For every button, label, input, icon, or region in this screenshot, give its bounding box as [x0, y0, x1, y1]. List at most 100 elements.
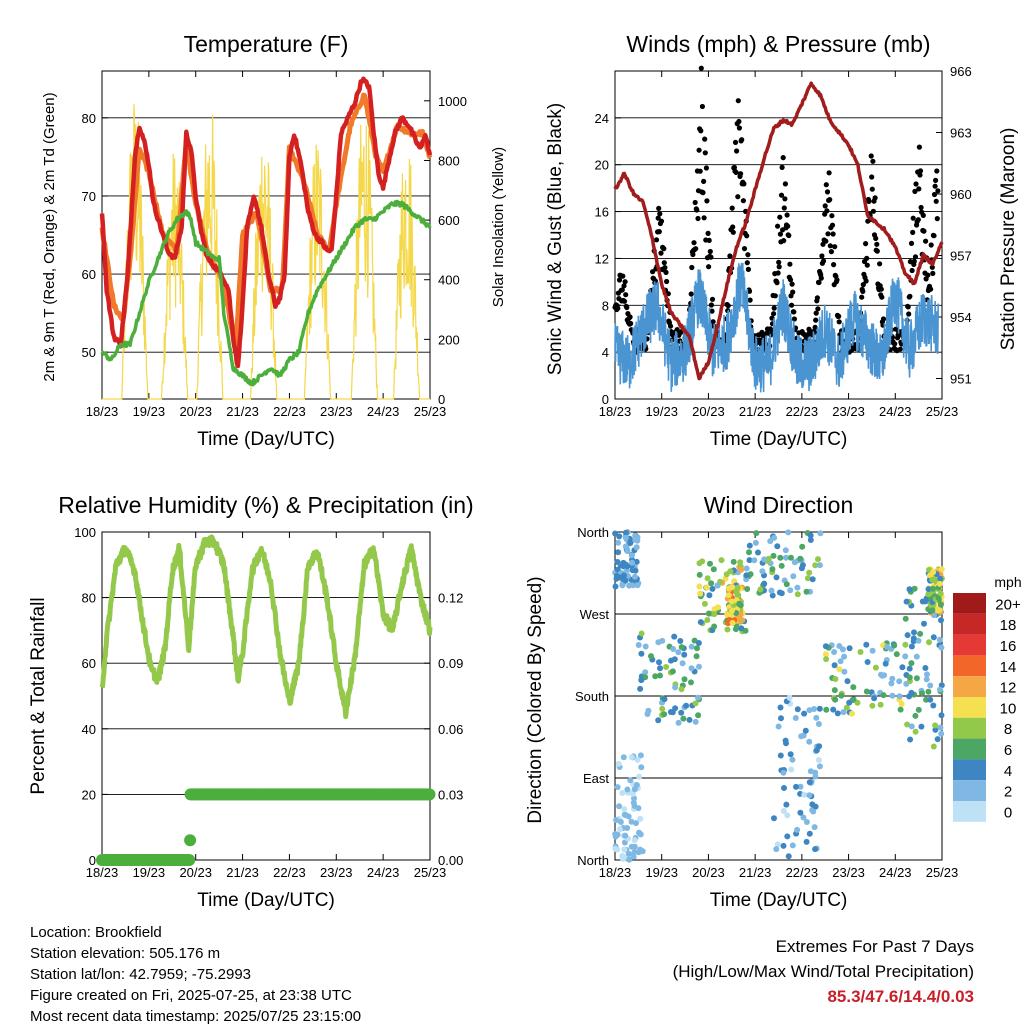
gust-dot — [880, 316, 887, 322]
direction-dot — [642, 669, 649, 676]
direction-dot — [631, 837, 638, 844]
gust-dot — [836, 319, 842, 325]
direction-dot — [657, 665, 663, 672]
gust-dot — [698, 128, 704, 134]
gust-dot — [923, 238, 929, 244]
direction-dot — [924, 671, 930, 678]
y2-tick-label: 0.09 — [438, 656, 463, 671]
y-tick-label: East — [583, 771, 609, 786]
gust-dot — [859, 294, 865, 300]
colorbar-label: 2 — [1004, 784, 1012, 801]
direction-dot — [927, 696, 934, 703]
direction-dot — [917, 630, 924, 637]
gust-dot — [661, 246, 667, 252]
gust-dot — [778, 192, 785, 198]
x-tick-label: 21/23 — [739, 404, 772, 419]
direction-dot — [938, 566, 945, 573]
direction-dot — [816, 562, 823, 569]
direction-dot — [695, 694, 701, 701]
direction-dot — [930, 634, 937, 641]
y2-tick-label: 1000 — [438, 94, 467, 109]
direction-dot — [869, 647, 876, 654]
x-tick-label: 25/23 — [414, 865, 447, 880]
gust-dot — [628, 320, 634, 327]
gust-dot — [699, 103, 706, 110]
direction-dot — [908, 660, 915, 667]
direction-dot — [794, 826, 801, 833]
direction-dot — [644, 711, 651, 717]
direction-dot — [746, 542, 753, 549]
direction-dot — [638, 677, 645, 684]
y-tick-label: North — [577, 525, 609, 540]
panel-2: 18/23 19/23 20/23 21/23 22/23 23/23 24/23 25/23… — [545, 31, 1019, 450]
direction-dot — [797, 783, 804, 790]
direction-dot — [896, 678, 903, 685]
direction-dot — [621, 806, 628, 813]
direction-dot — [927, 682, 934, 689]
direction-dot — [642, 643, 649, 650]
direction-dot — [936, 636, 943, 643]
gust-dot — [706, 264, 712, 270]
direction-dot — [638, 764, 645, 771]
direction-dot — [906, 665, 913, 672]
y2-tick-label: 966 — [950, 64, 972, 79]
direction-dot — [896, 693, 903, 700]
direction-dot — [774, 543, 781, 550]
y-tick-label: 4 — [602, 345, 609, 360]
direction-dot — [937, 724, 944, 731]
gust-dot — [674, 327, 680, 333]
direction-dot — [769, 592, 776, 599]
gust-dot — [912, 188, 918, 194]
colorbar-label: 6 — [1004, 742, 1012, 759]
direction-dot — [788, 766, 795, 773]
direction-dot — [906, 674, 913, 681]
y-tick-label: 60 — [82, 267, 96, 282]
direction-dot — [911, 629, 917, 636]
direction-dot — [761, 580, 768, 587]
gust-dot — [920, 212, 926, 218]
direction-dot — [622, 577, 629, 584]
direction-dot — [637, 685, 644, 692]
gust-dot — [934, 216, 940, 222]
direction-dot — [880, 692, 887, 699]
direction-dot — [879, 672, 886, 679]
gust-dot — [933, 177, 939, 183]
direction-dot — [786, 694, 793, 701]
gust-dot — [703, 165, 710, 171]
extremes-subtitle: (High/Low/Max Wind/Total Precipitation) — [672, 962, 974, 981]
gust-dot — [653, 237, 660, 243]
x-axis-label: Time (Day/UTC) — [197, 890, 335, 911]
gust-dot — [864, 262, 870, 268]
direction-dot — [626, 850, 632, 857]
gust-dot — [734, 148, 740, 154]
direction-dot — [794, 706, 801, 713]
direction-dot — [633, 544, 640, 551]
direction-dot — [872, 664, 879, 671]
direction-dot — [623, 529, 629, 536]
direction-dot — [877, 701, 884, 708]
gust-dot — [774, 280, 780, 286]
y2-axis-label: Station Pressure (Maroon) — [998, 128, 1019, 351]
direction-dot — [938, 617, 944, 624]
direction-dot — [843, 704, 850, 711]
gust-dot — [744, 260, 750, 266]
direction-dot — [815, 556, 821, 563]
direction-dot — [780, 808, 787, 814]
direction-dot — [937, 686, 943, 693]
gust-dot — [815, 306, 821, 312]
direction-dot — [621, 846, 628, 853]
direction-dot — [771, 815, 777, 822]
y-tick-label: 20 — [82, 787, 96, 802]
direction-dot — [823, 656, 830, 663]
direction-dot — [692, 718, 699, 725]
direction-dot — [789, 756, 796, 763]
gust-dot — [692, 199, 698, 206]
direction-dot — [612, 530, 619, 537]
gust-dot — [708, 254, 714, 260]
direction-dot — [722, 575, 729, 582]
gust-dot — [935, 188, 941, 194]
gust-dot — [908, 240, 915, 246]
direction-dot — [854, 699, 861, 706]
direction-dot — [806, 738, 813, 745]
direction-dot — [725, 592, 732, 599]
